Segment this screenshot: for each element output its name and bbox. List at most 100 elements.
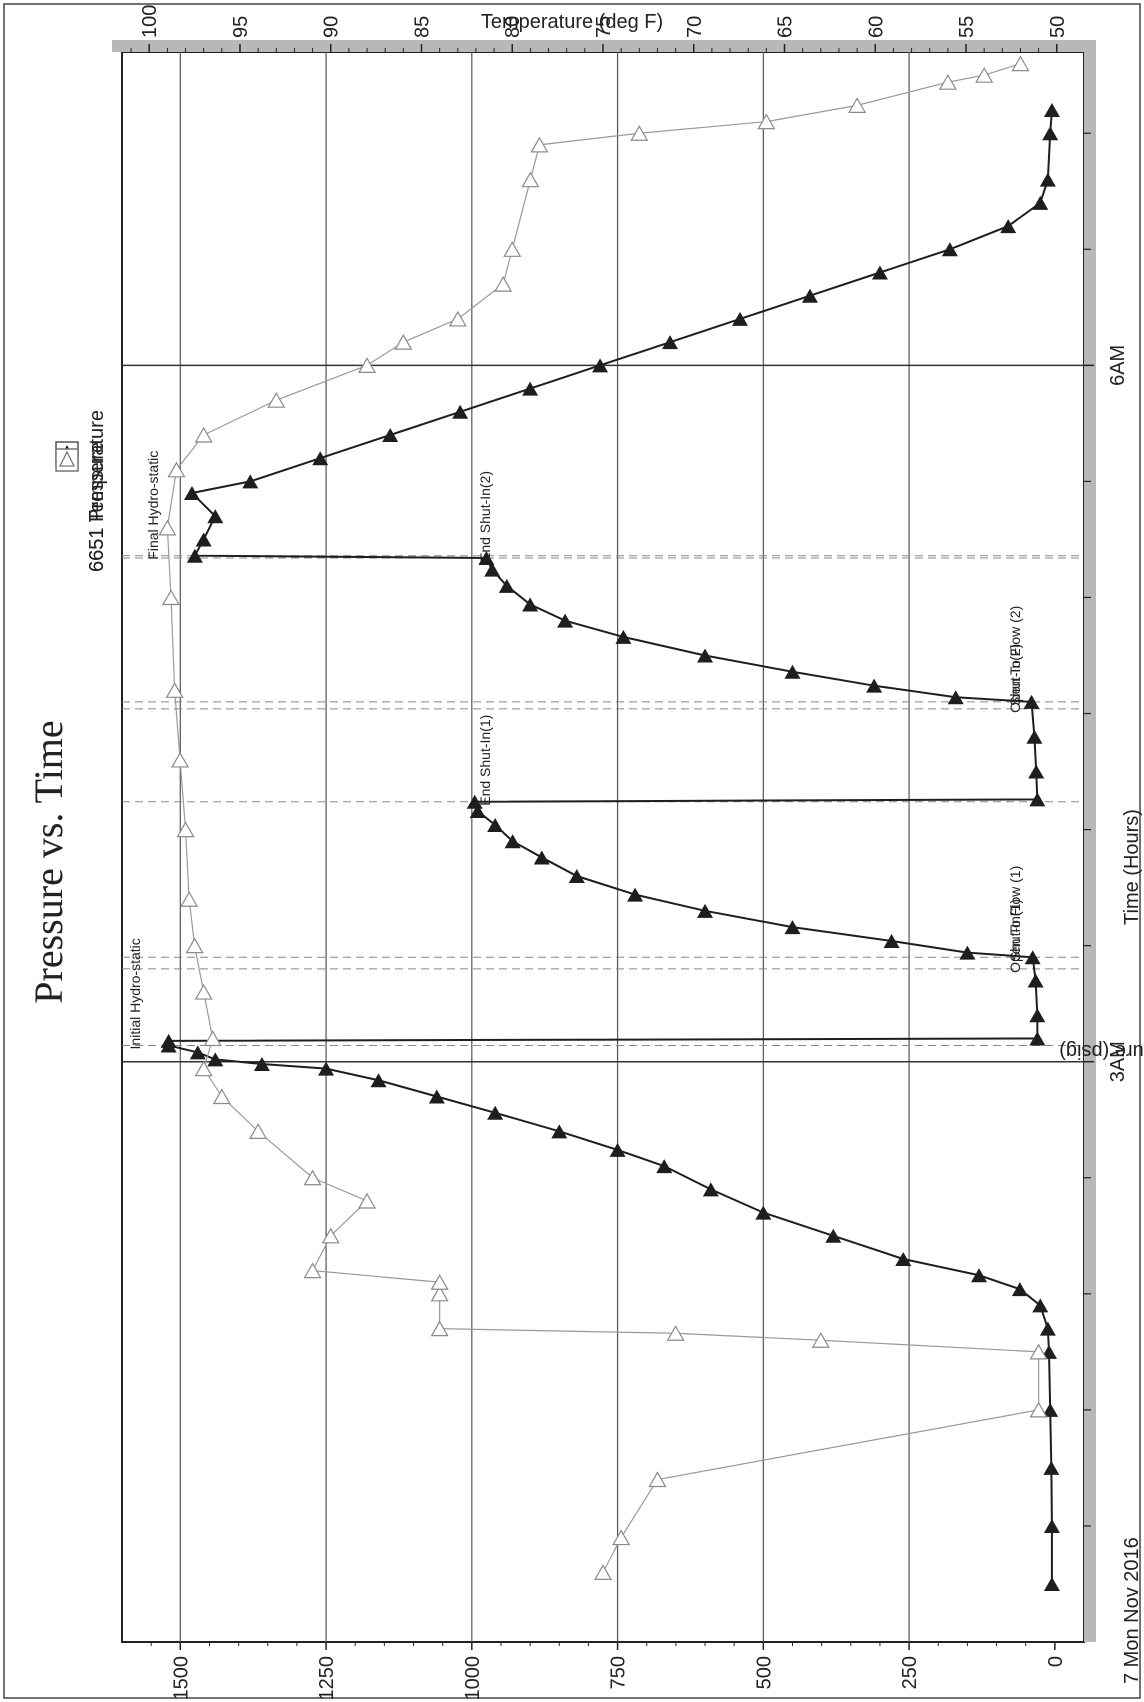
y-left-tick-label: 1250 xyxy=(316,1656,338,1701)
temperature-point xyxy=(1029,1343,1048,1360)
pressure-point xyxy=(189,1045,206,1060)
pressure-point xyxy=(1042,1402,1059,1417)
pressure-point xyxy=(551,1124,568,1139)
temperature-point xyxy=(430,1320,449,1337)
pressure-point xyxy=(484,562,501,577)
temperature-point xyxy=(176,821,195,838)
pressure-point xyxy=(1043,1576,1060,1591)
y-left-tick-label: 1000 xyxy=(462,1656,484,1701)
temperature-point xyxy=(212,1088,231,1105)
event-annotation-label: Final Hydro-static xyxy=(145,451,161,560)
temperature-point xyxy=(757,113,776,130)
temperature-point xyxy=(630,125,649,141)
pressure-point xyxy=(498,578,515,593)
pressure-point xyxy=(1039,1321,1056,1336)
pressure-point xyxy=(662,335,679,350)
pressure-point xyxy=(697,903,714,918)
legend-temperature: 6651 Temperature xyxy=(55,410,108,572)
y-right-tick-label: 65 xyxy=(775,16,797,38)
pressure-point xyxy=(1000,219,1017,234)
pressure-point xyxy=(242,474,259,489)
pressure-point xyxy=(1029,792,1046,807)
pressure-point xyxy=(656,1159,673,1174)
pressure-point xyxy=(1028,764,1045,779)
pressure-point xyxy=(1029,1031,1046,1046)
y-left-tick-label: 250 xyxy=(899,1656,921,1689)
y-right-tick-label: 85 xyxy=(411,16,433,38)
pressure-point xyxy=(971,1268,988,1283)
pressure-point xyxy=(801,288,818,303)
pressure-point xyxy=(557,613,574,628)
temperature-point xyxy=(938,73,957,90)
pressure-point xyxy=(895,1252,912,1267)
temperature-point xyxy=(503,241,522,257)
pressure-point xyxy=(615,629,632,644)
temperature-point xyxy=(161,589,181,606)
pressure-point xyxy=(522,597,539,612)
temperature-point xyxy=(358,357,377,373)
event-annotation-label: Open To Flow (2) xyxy=(1007,606,1023,713)
temperature-point xyxy=(165,682,184,698)
pressure-series-line xyxy=(167,109,1053,1584)
y-left-tick-label: 1500 xyxy=(170,1656,192,1701)
temperature-point xyxy=(158,519,177,536)
page-border xyxy=(3,3,1141,1699)
pressure-point xyxy=(487,1105,504,1120)
pressure-point xyxy=(207,1052,224,1067)
pressure-point xyxy=(732,311,749,326)
pressure-point xyxy=(697,648,714,663)
pressure-point xyxy=(609,1142,626,1157)
temperature-point xyxy=(203,1030,222,1047)
pressure-point xyxy=(1032,1298,1049,1313)
pressure-point xyxy=(825,1228,842,1243)
temperature-point xyxy=(666,1325,685,1341)
pressure-point xyxy=(370,1073,387,1088)
temperature-point xyxy=(185,937,204,954)
temperature-point xyxy=(321,1227,340,1244)
y-axis-right-title: Temperature (deg F) xyxy=(481,11,663,33)
chart-title: Pressure vs. Time xyxy=(26,720,71,1003)
temperature-point xyxy=(303,1262,322,1279)
temperature-point xyxy=(430,1285,449,1302)
event-annotation-label: End Shut-In(1) xyxy=(477,715,493,806)
temperature-point xyxy=(194,1060,213,1077)
pressure-point xyxy=(1043,103,1060,118)
y-left-tick-label: 750 xyxy=(608,1656,630,1689)
plot-shadow xyxy=(112,40,1096,1642)
temperature-point xyxy=(171,751,190,768)
pressure-point xyxy=(312,451,329,466)
pressure-point xyxy=(466,794,483,809)
temperature-point xyxy=(612,1529,631,1546)
temperature-point xyxy=(358,1192,377,1209)
x-axis-title: Time (Hours) xyxy=(1121,809,1143,925)
y-right-tick-label: 80 xyxy=(502,16,524,38)
event-annotation-label: End Shut-In(2) xyxy=(477,471,493,562)
pressure-point xyxy=(195,532,212,547)
event-annotation-label: Shut-In(2) xyxy=(1007,644,1023,706)
pressure-point xyxy=(1027,973,1044,988)
temperature-point xyxy=(430,1274,449,1290)
temperature-point xyxy=(1029,1401,1048,1418)
pressure-point xyxy=(533,850,550,865)
y-right-tick-label: 70 xyxy=(684,16,706,38)
temperature-point xyxy=(249,1123,268,1139)
temperature-point xyxy=(394,333,413,350)
pressure-point xyxy=(1011,1282,1028,1297)
pressure-point xyxy=(183,486,200,501)
pressure-point xyxy=(487,817,504,832)
y-right-tick-label: 90 xyxy=(321,16,343,38)
temperature-point xyxy=(167,461,186,478)
temperature-point xyxy=(975,67,994,83)
pressure-point xyxy=(1043,1460,1060,1475)
pressure-point xyxy=(160,1033,177,1048)
pressure-point xyxy=(871,265,888,280)
temperature-point xyxy=(448,310,467,327)
temperature-point xyxy=(530,136,549,153)
x-tick-label: 6AM xyxy=(1107,345,1129,386)
pressure-point xyxy=(1029,1008,1046,1023)
pressure-point xyxy=(1026,729,1043,744)
pressure-point xyxy=(1024,950,1041,965)
temperature-point xyxy=(811,1332,830,1348)
